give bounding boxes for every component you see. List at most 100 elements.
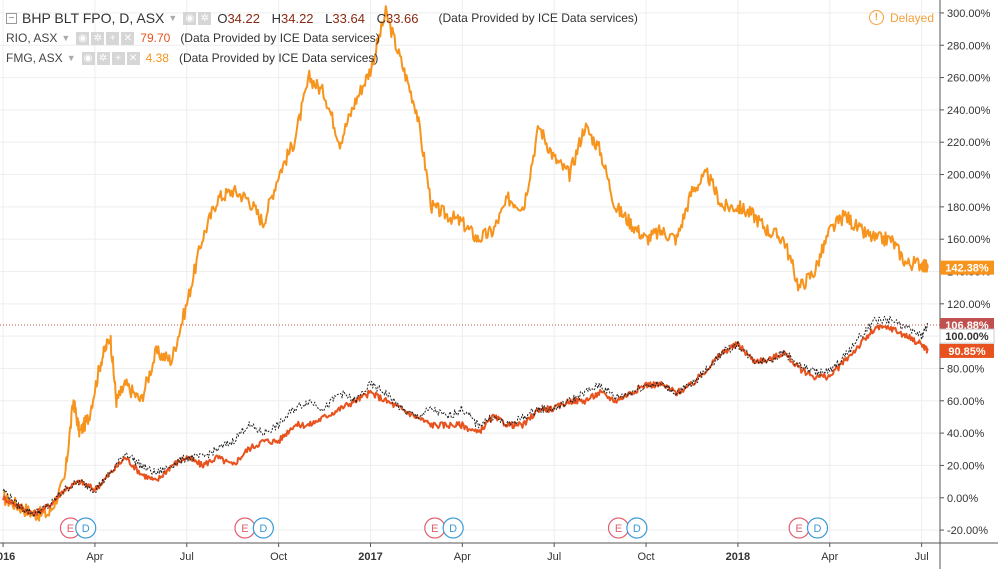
ohlc-values: O34.22 H34.22 L33.64 C33.66 xyxy=(217,11,426,26)
last-value-badge xyxy=(940,318,994,333)
settings-icon[interactable]: ✲ xyxy=(91,31,105,45)
ohlc-low: 33.64 xyxy=(332,10,365,26)
y-tick-label: 80.00% xyxy=(947,363,985,375)
chevron-down-icon[interactable]: ▼ xyxy=(168,13,178,23)
marker-label: E xyxy=(431,523,438,535)
y-tick-label: 20.00% xyxy=(947,460,985,472)
last-value-badge xyxy=(939,328,995,344)
eye-icon[interactable]: ◉ xyxy=(183,11,197,25)
last-value-label: 142.38% xyxy=(940,260,994,275)
marker-label: E xyxy=(795,523,802,535)
ohlc-open-key: O xyxy=(217,10,228,26)
y-tick-label: 40.00% xyxy=(947,428,985,440)
earnings-marker: E xyxy=(234,517,256,539)
y-tick-label: 180.00% xyxy=(947,202,991,214)
y-tick-label: 300.00% xyxy=(947,8,991,20)
last-value-text: 100.00% xyxy=(945,331,989,343)
fmg-symbol[interactable]: FMG, ASX xyxy=(6,51,63,65)
last-value-text: 142.38% xyxy=(945,263,989,275)
legend: − BHP BLT FPO, D, ASX ▼ ◉ ✲ O34.22 H34.2… xyxy=(6,8,638,68)
dividend-marker: D xyxy=(806,517,829,539)
y-tick-label: 220.00% xyxy=(947,137,991,149)
fmg-series-buttons: ◉ ✲ + ✕ xyxy=(81,51,140,65)
y-tick-label: 120.00% xyxy=(947,299,991,311)
marker-circle xyxy=(75,517,97,539)
dividend-marker: D xyxy=(75,517,97,539)
collapse-icon[interactable]: − xyxy=(6,12,17,24)
x-tick-label: Apr xyxy=(821,551,838,563)
plus-icon[interactable]: + xyxy=(111,51,125,65)
grid-lines xyxy=(0,0,940,543)
settings-icon[interactable]: ✲ xyxy=(198,11,212,25)
legend-fmg: FMG, ASX ▼ ◉ ✲ + ✕ 4.38 (Data Provided b… xyxy=(6,48,638,68)
marker-label: D xyxy=(633,523,641,535)
dividend-marker: D xyxy=(626,517,648,539)
y-tick-label: 200.00% xyxy=(947,170,991,182)
settings-icon[interactable]: ✲ xyxy=(96,51,110,65)
last-value-text: 90.85% xyxy=(948,346,986,358)
rio-value: 79.70 xyxy=(140,31,171,45)
earnings-marker: E xyxy=(788,517,810,539)
x-tick-label: 2018 xyxy=(726,551,750,563)
rio-symbol[interactable]: RIO, ASX xyxy=(6,31,58,45)
marker-circle xyxy=(442,517,464,539)
earnings-marker: E xyxy=(607,517,630,539)
dividend-marker: D xyxy=(442,517,464,539)
last-value-label: 100.00% xyxy=(939,328,995,344)
ohlc-low-key: L xyxy=(325,10,333,26)
x-tick-label: Oct xyxy=(637,551,654,563)
earnings-marker: E xyxy=(424,517,446,539)
ohlc-high-key: H xyxy=(271,10,281,26)
rio-source: (Data Provided by ICE Data services) xyxy=(180,31,380,45)
marker-label: E xyxy=(615,523,622,535)
marker-circle xyxy=(806,517,829,539)
marker-circle xyxy=(626,517,648,539)
plus-icon[interactable]: + xyxy=(106,31,120,45)
series-line xyxy=(2,324,929,517)
x-tick-label: 2016 xyxy=(0,551,15,563)
y-tick-label: 240.00% xyxy=(947,105,991,117)
marker-label: D xyxy=(82,523,90,535)
y-tick-label: 260.00% xyxy=(947,73,991,85)
marker-label: D xyxy=(449,523,457,535)
warning-icon: ! xyxy=(868,10,884,25)
last-value-badge xyxy=(940,260,994,275)
chevron-down-icon[interactable]: ▼ xyxy=(61,33,71,43)
marker-label: D xyxy=(814,523,822,535)
marker-label: D xyxy=(259,523,267,535)
last-value-label: 90.85% xyxy=(940,343,994,358)
rio-series-buttons: ◉ ✲ + ✕ xyxy=(76,31,135,45)
marker-label: E xyxy=(241,523,248,535)
ohlc-high: 34.22 xyxy=(281,10,314,26)
main-symbol[interactable]: BHP BLT FPO, D, ASX xyxy=(22,10,165,26)
series-line xyxy=(2,315,929,518)
x-tick-label: Apr xyxy=(86,551,103,563)
x-tick-label: Jul xyxy=(915,551,929,563)
time-scale[interactable]: 2016 Apr Jul Oct 2017 Apr Jul Oct 2018 Apr Jul xyxy=(0,542,998,563)
y-tick-label: 0.00% xyxy=(947,493,978,505)
price-scale[interactable]: 300.00% 280.00% 260.00% 240.00% 220.00% 200.0… xyxy=(939,0,995,569)
marker-label: E xyxy=(67,523,74,535)
close-icon[interactable]: ✕ xyxy=(121,31,135,45)
legend-rio: RIO, ASX ▼ ◉ ✲ + ✕ 79.70 (Data Provided … xyxy=(6,28,638,48)
fmg-value: 4.38 xyxy=(145,51,169,65)
delayed-indicator[interactable]: ! Delayed xyxy=(868,10,934,25)
last-value-badge xyxy=(940,343,994,358)
x-tick-label: Jul xyxy=(547,551,561,563)
ohlc-close-key: C xyxy=(376,10,386,26)
plot-area xyxy=(0,5,940,522)
y-tick-label: 280.00% xyxy=(947,40,991,52)
x-tick-label: 2017 xyxy=(358,551,382,563)
y-tick-label: -20.00% xyxy=(947,525,988,537)
eye-icon[interactable]: ◉ xyxy=(76,31,90,45)
close-icon[interactable]: ✕ xyxy=(126,51,140,65)
main-source: (Data Provided by ICE Data services) xyxy=(438,11,638,25)
eye-icon[interactable]: ◉ xyxy=(81,51,95,65)
marker-circle xyxy=(252,517,274,539)
chevron-down-icon[interactable]: ▼ xyxy=(66,53,76,63)
x-tick-label: Oct xyxy=(270,551,287,563)
y-tick-label: 60.00% xyxy=(947,396,985,408)
series-line xyxy=(3,5,929,522)
earnings-marker: E xyxy=(59,517,82,539)
